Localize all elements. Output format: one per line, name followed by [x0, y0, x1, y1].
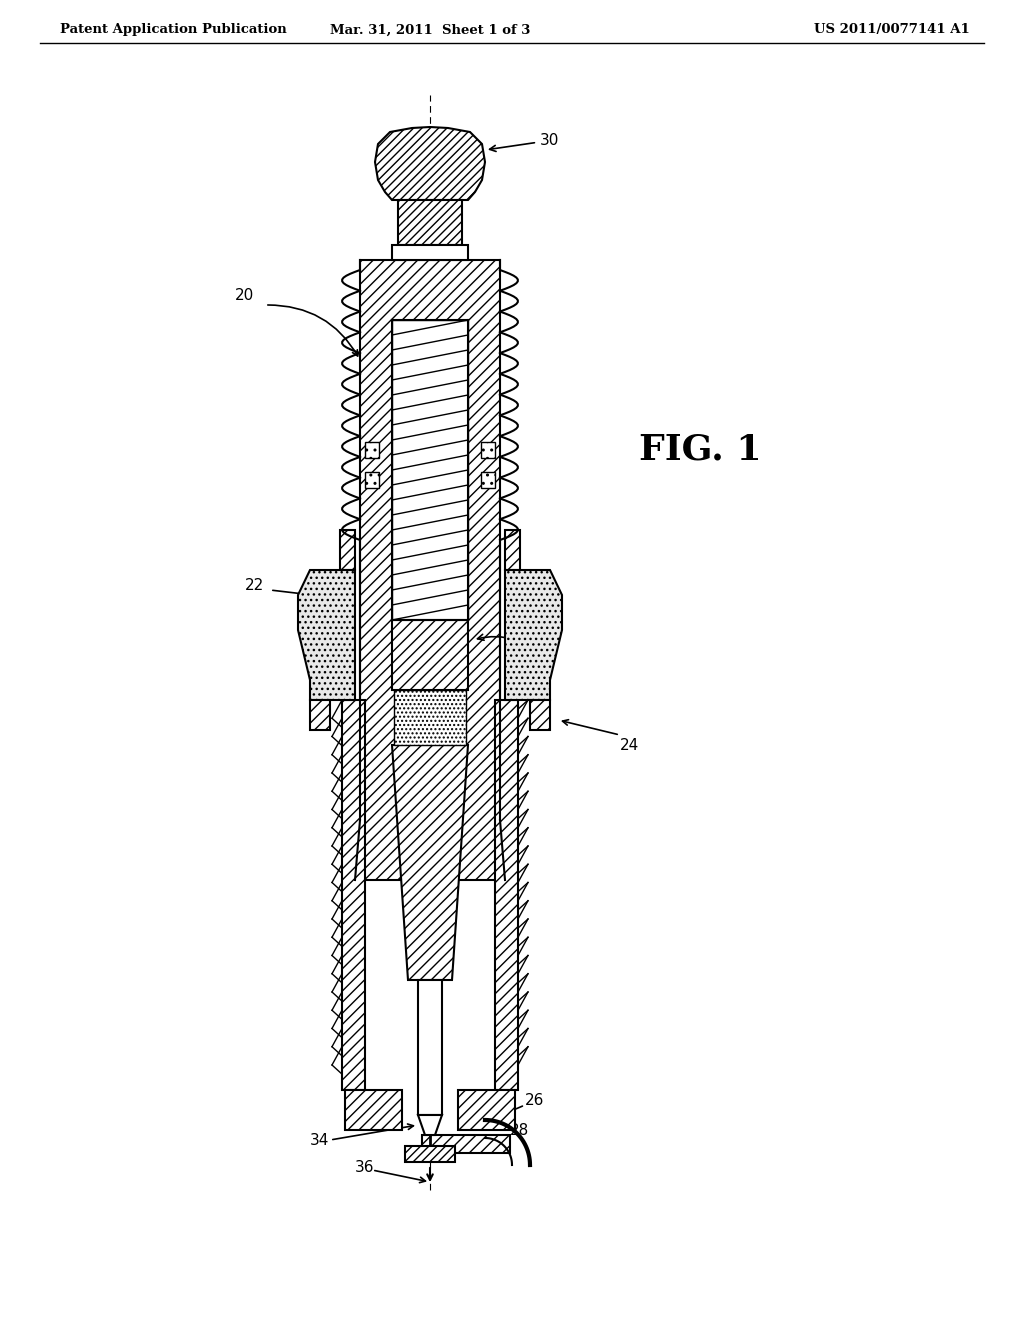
- Polygon shape: [481, 442, 495, 458]
- Polygon shape: [422, 1135, 510, 1152]
- Text: 36: 36: [355, 1160, 375, 1175]
- Text: Mar. 31, 2011  Sheet 1 of 3: Mar. 31, 2011 Sheet 1 of 3: [330, 24, 530, 37]
- Polygon shape: [398, 201, 462, 246]
- Text: Patent Application Publication: Patent Application Publication: [60, 24, 287, 37]
- Polygon shape: [392, 319, 468, 620]
- Text: 30: 30: [489, 133, 559, 152]
- Text: 24: 24: [620, 738, 639, 752]
- Text: 28: 28: [510, 1123, 529, 1138]
- Text: FIG. 1: FIG. 1: [639, 433, 761, 467]
- Polygon shape: [392, 744, 468, 979]
- Polygon shape: [375, 127, 485, 201]
- Polygon shape: [365, 442, 379, 458]
- Text: US 2011/0077141 A1: US 2011/0077141 A1: [814, 24, 970, 37]
- Polygon shape: [365, 473, 379, 488]
- Polygon shape: [394, 690, 466, 744]
- Polygon shape: [495, 700, 518, 1090]
- Polygon shape: [530, 700, 550, 730]
- Polygon shape: [458, 1090, 515, 1130]
- Polygon shape: [406, 1146, 455, 1162]
- Polygon shape: [392, 620, 468, 690]
- Polygon shape: [360, 260, 500, 880]
- Polygon shape: [298, 570, 355, 700]
- Polygon shape: [342, 700, 365, 1090]
- Polygon shape: [310, 700, 330, 730]
- Text: 22: 22: [245, 578, 264, 593]
- Polygon shape: [418, 979, 442, 1115]
- Text: 20: 20: [234, 288, 254, 304]
- Polygon shape: [481, 473, 495, 488]
- Text: 34: 34: [310, 1133, 330, 1148]
- Polygon shape: [340, 531, 355, 570]
- Polygon shape: [392, 246, 468, 260]
- Polygon shape: [505, 570, 562, 700]
- Text: 32: 32: [477, 635, 540, 653]
- Polygon shape: [345, 1090, 402, 1130]
- Text: 26: 26: [525, 1093, 545, 1107]
- Polygon shape: [418, 1115, 442, 1135]
- Polygon shape: [505, 531, 520, 570]
